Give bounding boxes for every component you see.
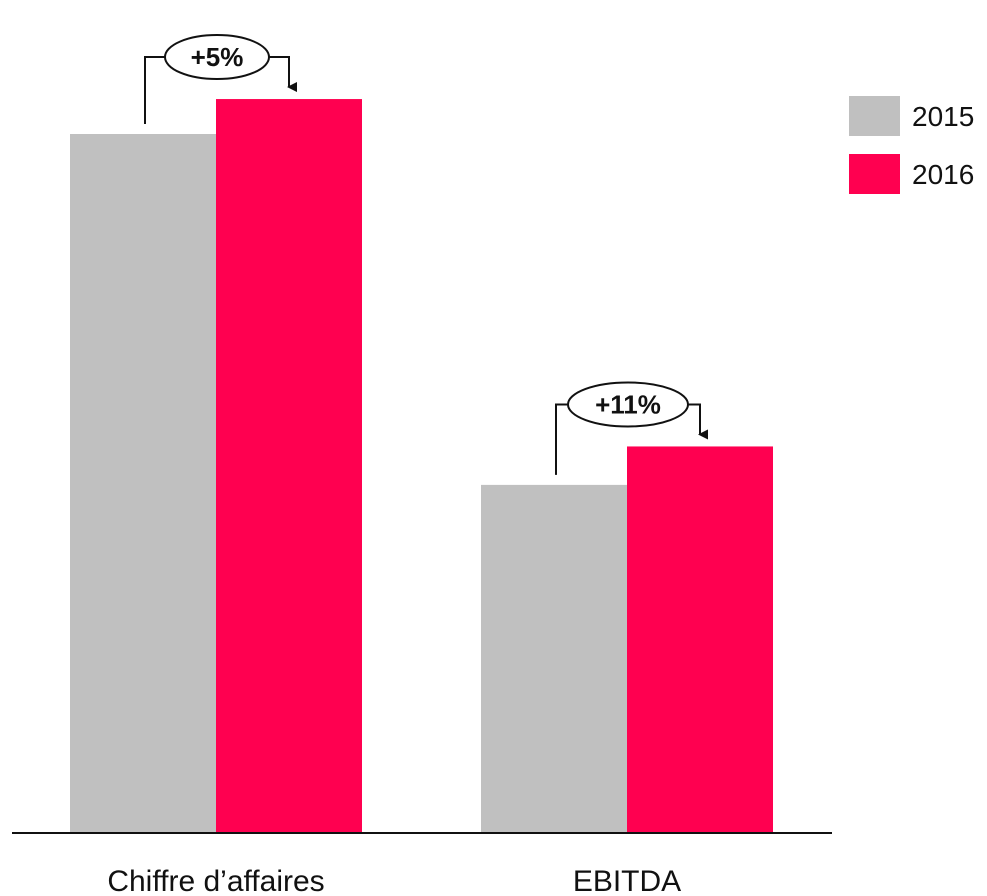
bar-2015-ebitda	[481, 485, 627, 833]
legend-swatch-2016	[849, 154, 900, 194]
legend-label-2015: 2015	[912, 101, 974, 132]
legend-label-2016: 2016	[912, 159, 974, 190]
legend: 2015 2016	[849, 96, 974, 194]
category-label: Chiffre d’affaires	[107, 865, 324, 896]
bar-2016-ebitda	[627, 446, 773, 833]
category-label: EBITDA	[573, 865, 681, 896]
bars-group	[70, 99, 773, 833]
category-labels: Chiffre d’affaires EBITDA	[107, 865, 681, 896]
bar-2015-chiffre-affaires	[70, 134, 216, 833]
legend-swatch-2015	[849, 96, 900, 136]
bar-2016-chiffre-affaires	[216, 99, 362, 833]
growth-label: +5%	[191, 42, 244, 72]
growth-label: +11%	[595, 389, 661, 419]
